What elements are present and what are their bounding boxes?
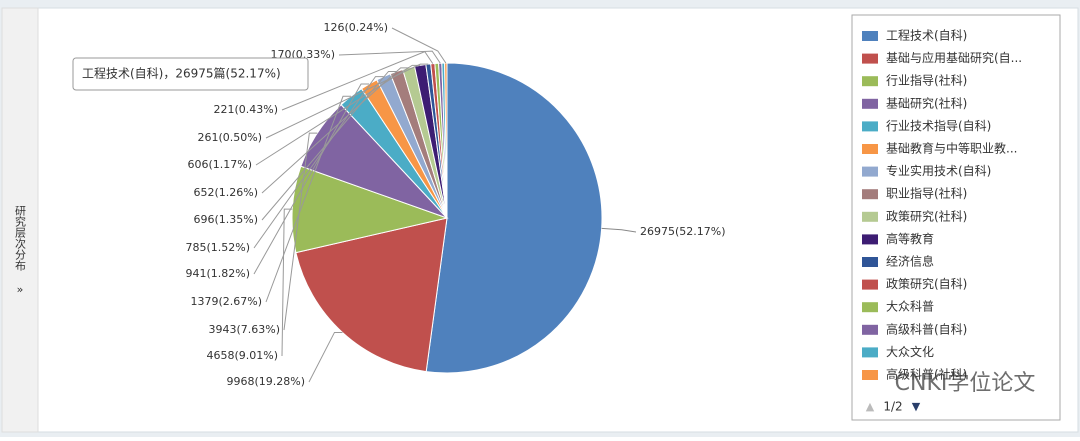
- legend-label: 政策研究(社科): [886, 208, 967, 223]
- legend-label: 职业指导(社科): [886, 186, 967, 201]
- data-label: 221(0.43%): [213, 103, 278, 116]
- pie-slice: [295, 217, 448, 373]
- legend-swatch: [862, 53, 878, 64]
- leader-line: [265, 63, 429, 139]
- tooltip-text: 工程技术(自科)，26975篇(52.17%): [82, 66, 281, 81]
- legend-label: 行业指导(社科): [886, 73, 967, 88]
- data-label: 785(1.52%): [185, 241, 250, 254]
- legend-label: 工程技术(自科): [886, 28, 967, 43]
- leader-line: [281, 208, 293, 357]
- legend-label: 基础研究(社科): [886, 95, 967, 110]
- legend-swatch: [862, 98, 878, 109]
- legend-label: 政策研究(自科): [886, 276, 967, 291]
- legend-label: 经济信息: [886, 254, 934, 269]
- data-label: 1379(2.67%): [190, 295, 262, 308]
- legend-swatch: [862, 189, 878, 200]
- legend-swatch: [862, 370, 878, 380]
- legend-page[interactable]: 1/2: [883, 400, 902, 414]
- legend-label: 高级科普(社科): [886, 367, 967, 382]
- legend-label: 专业实用技术(自科): [886, 163, 991, 178]
- data-label: 9968(19.28%): [226, 375, 305, 388]
- leader-line: [253, 76, 384, 249]
- legend-label: 大众文化: [886, 344, 934, 359]
- data-label: 4658(9.01%): [206, 349, 278, 362]
- watermark: CNKI学位论文: [895, 371, 1036, 396]
- leader-line: [338, 50, 441, 64]
- pie-slice: [291, 165, 449, 254]
- legend-swatch: [862, 144, 878, 154]
- legend-swatch: [862, 324, 878, 335]
- legend-label: 高等教育: [886, 231, 934, 246]
- legend-label: 高级科普(自科): [886, 321, 967, 336]
- legend-swatch: [862, 347, 878, 358]
- pie-slice: [444, 62, 448, 219]
- data-label: 652(1.26%): [193, 186, 258, 199]
- leader-line: [391, 27, 447, 64]
- legend-swatch: [862, 76, 878, 87]
- data-label: 696(1.35%): [193, 213, 258, 226]
- legend-label: 基础与应用基础研究(自...: [886, 50, 1022, 65]
- sidebar-toggle[interactable]: »: [17, 283, 24, 296]
- leader-line: [261, 67, 409, 194]
- legend-swatch: [862, 31, 878, 41]
- sidebar[interactable]: [1, 7, 39, 433]
- leader-line: [253, 83, 370, 275]
- data-label: 126(0.24%): [323, 21, 388, 34]
- leader-line: [283, 132, 318, 331]
- legend-label: 基础教育与中等职业教...: [886, 141, 1017, 156]
- tooltip-box: [72, 57, 309, 91]
- legend-swatch: [862, 279, 878, 290]
- data-label: 941(1.82%): [185, 267, 250, 280]
- legend-prev[interactable]: ▲: [866, 400, 875, 413]
- sidebar-title: 研究层次分布: [14, 205, 27, 272]
- leader-line: [601, 227, 637, 233]
- leader-line: [261, 70, 397, 221]
- data-label: 3943(7.63%): [208, 323, 280, 336]
- leader-line: [308, 331, 343, 383]
- data-label: 261(0.50%): [197, 131, 262, 144]
- legend-box: [851, 14, 1061, 421]
- legend-swatch: [862, 234, 878, 245]
- legend-next[interactable]: ▼: [912, 400, 921, 413]
- legend-swatch: [862, 211, 878, 222]
- legend-swatch: [862, 121, 878, 132]
- data-label: 26975(52.17%): [640, 225, 726, 238]
- legend-label: 行业技术指导(自科): [886, 118, 991, 133]
- pie-slice: [425, 62, 603, 374]
- legend-label: 大众科普: [886, 300, 934, 314]
- leader-line: [265, 95, 352, 303]
- legend-swatch: [862, 302, 878, 313]
- legend-swatch: [862, 166, 878, 177]
- legend-swatch: [862, 257, 878, 267]
- data-label: 606(1.17%): [187, 158, 252, 171]
